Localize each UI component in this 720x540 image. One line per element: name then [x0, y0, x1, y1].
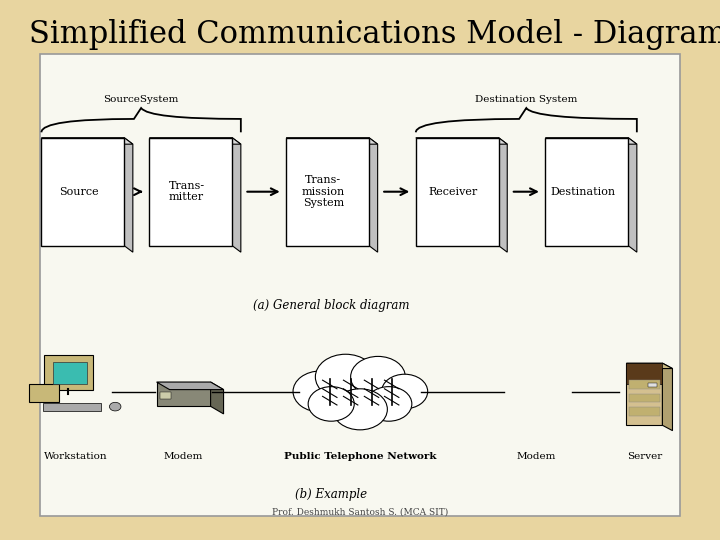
Text: Workstation: Workstation — [44, 452, 107, 461]
FancyBboxPatch shape — [53, 362, 86, 384]
Polygon shape — [369, 138, 378, 252]
Polygon shape — [628, 138, 636, 252]
FancyBboxPatch shape — [43, 403, 101, 411]
Text: Simplified Communications Model - Diagram: Simplified Communications Model - Diagra… — [29, 19, 720, 50]
FancyBboxPatch shape — [150, 138, 232, 246]
Text: Trans-
mitter: Trans- mitter — [168, 181, 204, 202]
FancyBboxPatch shape — [629, 407, 660, 416]
Polygon shape — [232, 138, 240, 252]
FancyBboxPatch shape — [546, 138, 628, 246]
Circle shape — [109, 402, 121, 411]
Text: Receiver: Receiver — [428, 187, 477, 197]
Text: (a) General block diagram: (a) General block diagram — [253, 299, 410, 312]
FancyBboxPatch shape — [44, 355, 93, 390]
FancyBboxPatch shape — [629, 380, 660, 389]
Text: Trans-
mission
System: Trans- mission System — [302, 175, 345, 208]
Text: Destination: Destination — [550, 187, 615, 197]
FancyBboxPatch shape — [160, 392, 171, 399]
Text: SourceSystem: SourceSystem — [104, 94, 179, 104]
FancyBboxPatch shape — [287, 138, 369, 246]
Circle shape — [308, 387, 354, 421]
Circle shape — [366, 387, 412, 421]
Polygon shape — [210, 382, 223, 414]
Circle shape — [382, 374, 428, 409]
Polygon shape — [287, 138, 378, 144]
FancyBboxPatch shape — [626, 363, 662, 426]
Polygon shape — [416, 138, 507, 144]
FancyBboxPatch shape — [40, 54, 680, 516]
FancyBboxPatch shape — [626, 363, 662, 383]
Circle shape — [293, 371, 348, 412]
Text: Modem: Modem — [517, 452, 556, 461]
Polygon shape — [150, 138, 240, 144]
Polygon shape — [157, 382, 223, 390]
FancyBboxPatch shape — [42, 138, 125, 246]
Text: Modem: Modem — [164, 452, 203, 461]
Text: Public Telephone Network: Public Telephone Network — [284, 452, 436, 461]
Text: Prof. Deshmukh Santosh S. (MCA SIT): Prof. Deshmukh Santosh S. (MCA SIT) — [272, 508, 448, 516]
Polygon shape — [626, 363, 672, 368]
FancyBboxPatch shape — [629, 394, 660, 402]
Text: Destination System: Destination System — [475, 94, 577, 104]
Circle shape — [351, 356, 405, 397]
Text: Source: Source — [58, 187, 99, 197]
FancyBboxPatch shape — [157, 382, 210, 406]
Text: Server: Server — [627, 452, 662, 461]
Circle shape — [333, 389, 387, 430]
Circle shape — [315, 354, 376, 400]
Polygon shape — [42, 138, 133, 144]
Polygon shape — [546, 138, 636, 144]
FancyBboxPatch shape — [416, 138, 498, 246]
Polygon shape — [498, 138, 507, 252]
Polygon shape — [125, 138, 133, 252]
FancyBboxPatch shape — [648, 383, 657, 387]
Text: (b) Example: (b) Example — [295, 488, 367, 501]
FancyBboxPatch shape — [29, 384, 59, 402]
Polygon shape — [662, 363, 672, 431]
